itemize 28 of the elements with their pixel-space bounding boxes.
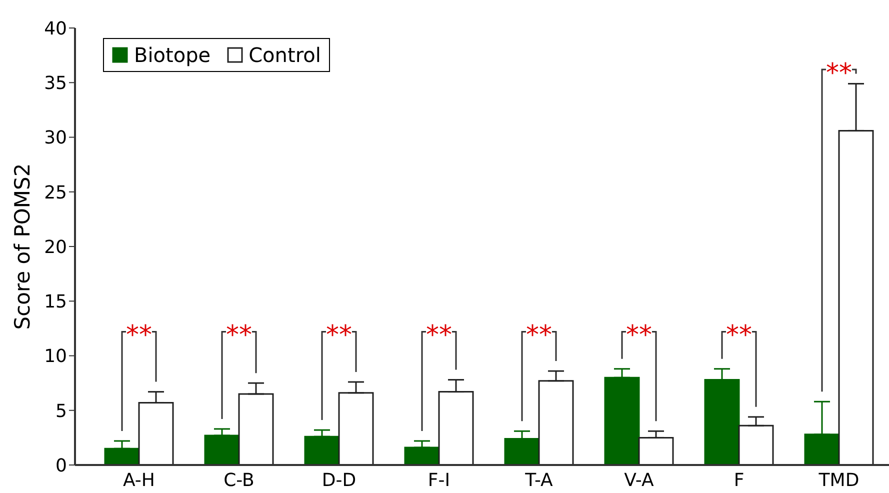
x-tick-label: V-A — [624, 470, 655, 491]
y-tick-label: 0 — [56, 455, 67, 476]
y-tick-label: 10 — [44, 346, 67, 368]
legend-label: Control — [248, 43, 321, 67]
annotation: ** — [326, 320, 352, 351]
y-tick-label: 25 — [44, 182, 67, 204]
x-tick-label: D-D — [322, 470, 356, 491]
x-tick-label: C-B — [224, 470, 254, 491]
annotation: ** — [826, 58, 852, 89]
annotation: ** — [526, 320, 552, 351]
x-tick-label: F-I — [428, 470, 450, 491]
y-tick-label: 30 — [44, 128, 67, 149]
y-axis-title: Score of POMS2 — [10, 163, 34, 330]
y-tick-label: 20 — [44, 236, 67, 258]
y-tick-label: 5 — [56, 400, 67, 422]
annotation: ** — [726, 320, 752, 351]
x-tick-label: TMD — [818, 470, 860, 491]
annotation: ** — [626, 320, 652, 351]
x-tick-label: F — [734, 470, 744, 491]
annotation: ** — [126, 320, 152, 351]
annotation: ** — [226, 320, 252, 351]
y-tick-label: 35 — [44, 73, 67, 94]
y-tick-label: 40 — [44, 18, 67, 40]
x-tick-label: T-A — [524, 470, 554, 491]
annotation: ** — [426, 320, 452, 351]
legend-label: Biotope — [134, 43, 211, 67]
x-tick-label: A-H — [123, 470, 155, 491]
y-tick-label: 15 — [44, 292, 67, 313]
